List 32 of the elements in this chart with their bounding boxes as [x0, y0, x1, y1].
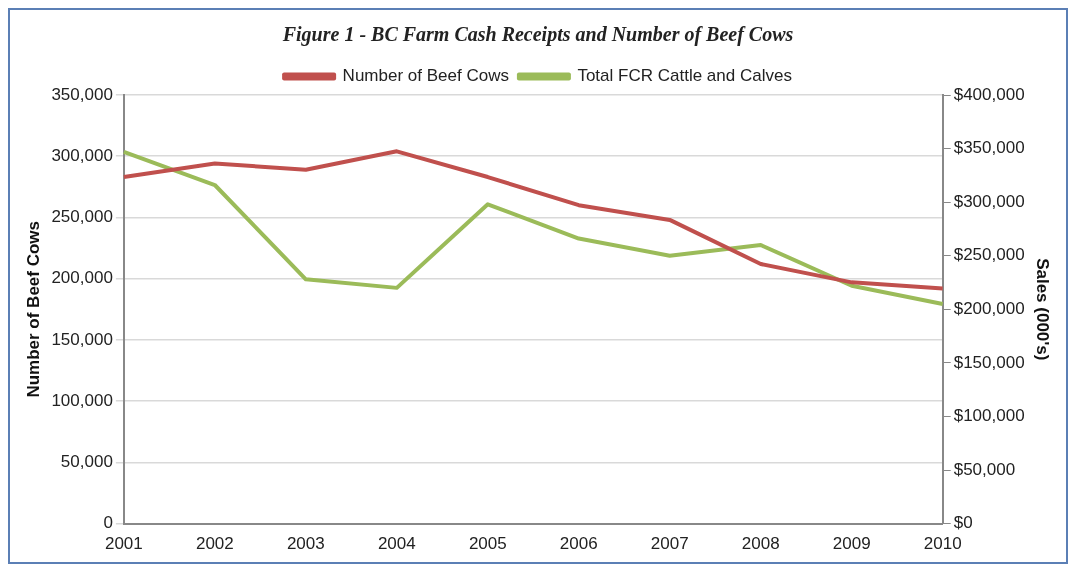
chart-title: Figure 1 - BC Farm Cash Receipts and Number of Beef Cows: [281, 23, 794, 47]
y-tick-label: 150,000: [51, 329, 113, 349]
y2-axis-title: Sales (000's): [1033, 258, 1053, 361]
x-tick-label: 2002: [195, 534, 234, 554]
y-tick-label: 350,000: [51, 84, 113, 104]
y2-tick-label: $250,000: [953, 245, 1025, 265]
x-tick-label: 2009: [832, 534, 871, 554]
y2-tick-label: $150,000: [953, 352, 1025, 372]
y2-tick-label: $200,000: [953, 298, 1025, 318]
x-tick-label: 2007: [650, 534, 689, 554]
x-tick-label: 2004: [377, 534, 416, 554]
y-axis-title: Number of Beef Cows: [23, 220, 43, 398]
legend-label: Number of Beef Cows: [342, 66, 509, 86]
y2-tick-label: $50,000: [953, 459, 1016, 479]
y-tick-label: 50,000: [60, 452, 113, 472]
x-tick-label: 2003: [286, 534, 325, 554]
y-tick-label: 300,000: [51, 145, 113, 165]
legend-label: Total FCR Cattle and Calves: [577, 66, 792, 86]
x-tick-label: 2005: [468, 534, 507, 554]
y-tick-label: 200,000: [51, 268, 113, 288]
y2-tick-label: $350,000: [953, 138, 1025, 158]
y-tick-label: 100,000: [51, 390, 113, 410]
y2-tick-label: $100,000: [953, 406, 1025, 426]
y2-tick-label: $400,000: [953, 84, 1025, 104]
y2-tick-label: $300,000: [953, 191, 1025, 211]
y2-tick-label: $0: [953, 513, 973, 533]
x-tick-label: 2008: [741, 534, 780, 554]
x-tick-label: 2001: [104, 534, 143, 554]
x-tick-label: 2010: [923, 534, 962, 554]
x-tick-label: 2006: [559, 534, 598, 554]
y-tick-label: 0: [103, 513, 113, 533]
y-tick-label: 250,000: [51, 207, 113, 227]
